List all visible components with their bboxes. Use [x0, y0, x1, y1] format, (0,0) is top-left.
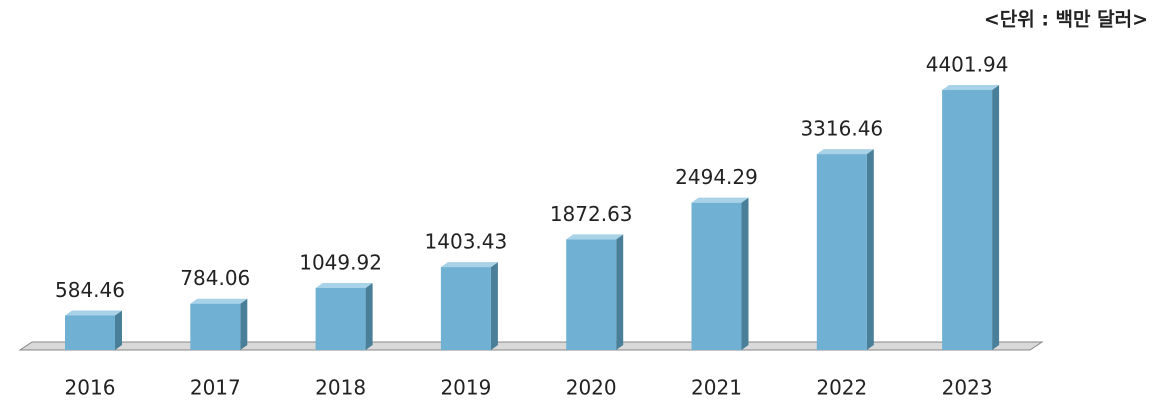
value-label: 4401.94 [926, 53, 1009, 77]
bar [65, 315, 115, 350]
value-label: 784.06 [180, 266, 250, 290]
bar-top [566, 234, 624, 240]
bar-side [992, 85, 1000, 350]
value-label: 1872.63 [550, 202, 633, 226]
bar-side [616, 234, 624, 350]
value-label: 1403.43 [425, 230, 508, 254]
bar [566, 239, 617, 350]
x-tick-label: 2022 [816, 376, 867, 400]
value-label: 2494.29 [675, 165, 758, 189]
bar-top [816, 149, 874, 155]
x-tick-label: 2023 [942, 376, 993, 400]
bar-top [691, 197, 749, 203]
bar [315, 287, 366, 350]
bar-top [315, 282, 373, 288]
bar [816, 154, 867, 350]
x-tick-label: 2020 [566, 376, 617, 400]
x-tick-label: 2017 [190, 376, 241, 400]
bar-top [65, 310, 122, 316]
value-label: 3316.46 [800, 117, 883, 141]
bar [691, 202, 742, 350]
value-label: 1049.92 [299, 250, 382, 274]
floor [18, 341, 1044, 351]
bar-top [190, 298, 248, 304]
x-tick-label: 2018 [315, 376, 366, 400]
bar-side [115, 310, 122, 350]
bar-side [240, 298, 248, 350]
value-label: 584.46 [55, 278, 125, 302]
x-tick-label: 2021 [691, 376, 742, 400]
x-tick-label: 2019 [440, 376, 491, 400]
bar-top [440, 262, 498, 268]
x-tick-label: 2016 [65, 376, 116, 400]
bar [190, 303, 241, 350]
bar-side [741, 197, 749, 350]
bar-side [866, 149, 874, 350]
bar-top [942, 85, 1000, 90]
bar [440, 267, 491, 350]
unit-label: <단위 : 백만 달러> [984, 9, 1148, 31]
bar-side [365, 282, 373, 350]
bar [942, 90, 993, 350]
bar-side [490, 262, 498, 350]
